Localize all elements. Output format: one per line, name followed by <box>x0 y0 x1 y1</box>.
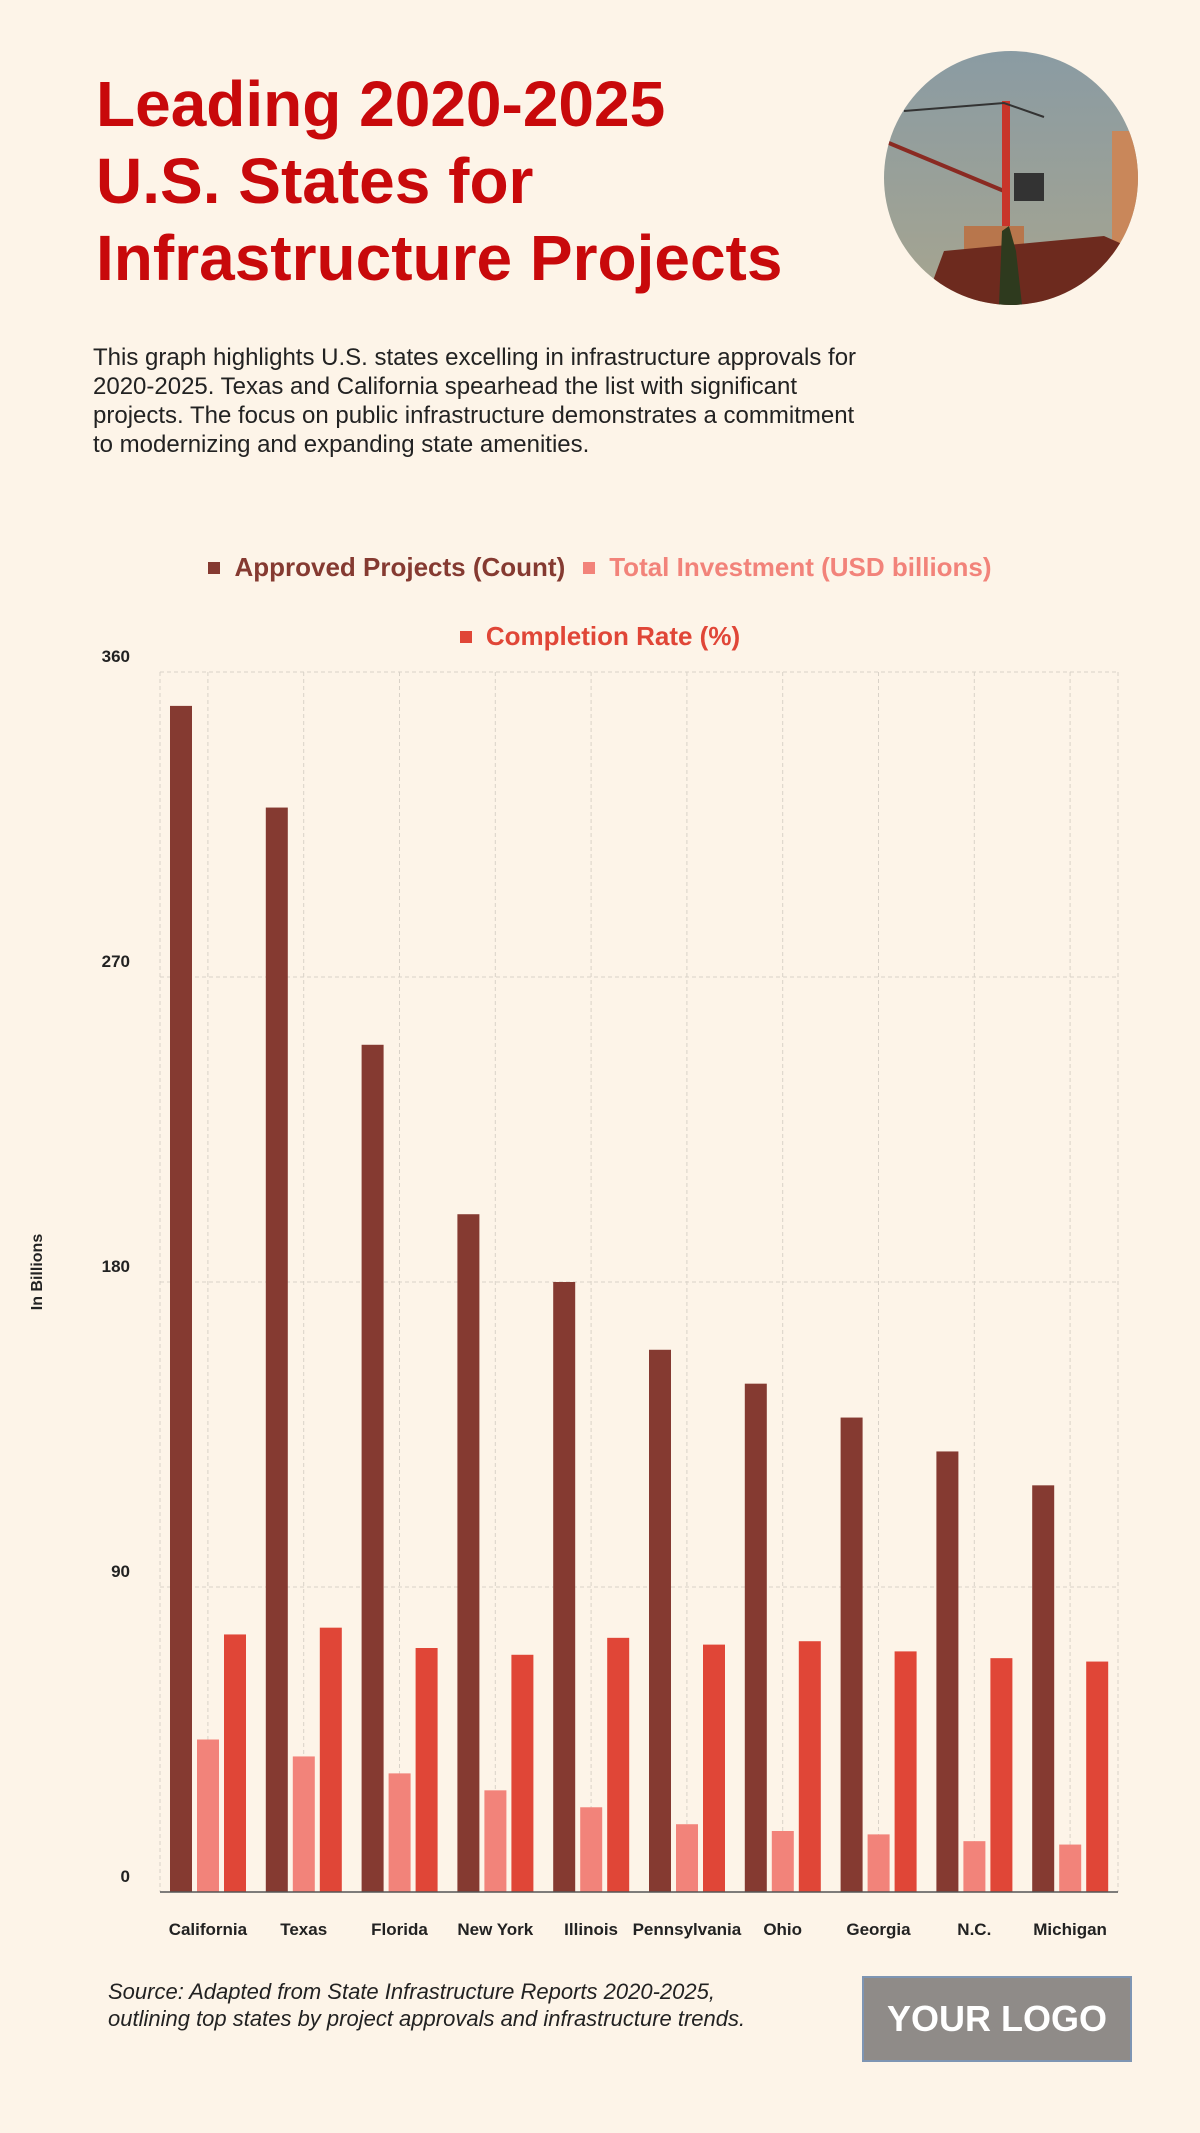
bar-investment <box>197 1739 219 1892</box>
legend: Approved Projects (Count) Total Investme… <box>0 552 1200 583</box>
legend-label: Approved Projects (Count) <box>234 552 566 582</box>
bar-investment <box>292 1756 315 1892</box>
x-tick-label: Texas <box>280 1920 327 1939</box>
title-line: Infrastructure Projects <box>96 222 783 294</box>
title-line: Leading 2020-2025 <box>96 68 666 140</box>
x-tick-label: Illinois <box>564 1920 618 1939</box>
legend-label: Total Investment (USD billions) <box>609 552 992 582</box>
bar-approved <box>1032 1485 1055 1892</box>
bar-completion <box>894 1651 917 1892</box>
x-tick-label: Pennsylvania <box>633 1920 742 1939</box>
x-tick-label: Ohio <box>763 1920 802 1939</box>
x-tick-label: Michigan <box>1033 1920 1107 1939</box>
bar-completion <box>224 1634 246 1892</box>
bar-chart: 0 90 180 270 360 California Texas Florida New Yo… <box>102 647 1119 1939</box>
bar-approved <box>361 1044 384 1892</box>
x-tick-label: California <box>169 1920 248 1939</box>
bar-completion <box>990 1658 1013 1892</box>
legend-item-investment[interactable]: Total Investment (USD billions) <box>583 552 992 583</box>
bar-investment <box>867 1834 890 1892</box>
bar-approved <box>265 807 288 1892</box>
legend-item-completion[interactable]: Completion Rate (%) <box>459 621 741 652</box>
bar-investment <box>388 1773 411 1892</box>
description: This graph highlights U.S. states excell… <box>93 344 857 458</box>
bar-investment <box>771 1831 794 1892</box>
logo-placeholder: YOUR LOGO <box>862 1976 1132 2062</box>
bar-approved <box>649 1349 671 1892</box>
y-tick-label: 270 <box>102 952 130 971</box>
bar-completion <box>319 1627 342 1892</box>
bar-completion <box>415 1648 438 1892</box>
source-note: Source: Adapted from State Infrastructur… <box>108 1979 746 2031</box>
legend-swatch-investment <box>583 561 596 574</box>
bar-approved <box>457 1214 480 1892</box>
y-tick-label: 180 <box>102 1257 130 1276</box>
legend-item-approved[interactable]: Approved Projects (Count) <box>208 552 565 583</box>
bar-investment <box>580 1807 603 1892</box>
legend-swatch-approved <box>208 561 221 574</box>
bar-completion <box>703 1644 725 1892</box>
bar-investment <box>676 1824 698 1892</box>
bar-approved <box>840 1417 863 1892</box>
y-tick-label: 90 <box>111 1562 130 1581</box>
legend-swatch-completion <box>459 630 472 643</box>
bar-approved <box>170 705 192 1892</box>
bar-approved <box>744 1383 767 1892</box>
bar-investment <box>1059 1844 1082 1892</box>
x-tick-label: Florida <box>371 1920 428 1939</box>
bar-approved <box>936 1451 959 1892</box>
bar-investment <box>963 1841 986 1892</box>
y-tick-label: 360 <box>102 647 130 666</box>
legend-label: Completion Rate (%) <box>485 621 741 651</box>
legend-row-2: Completion Rate (%) <box>0 621 1200 652</box>
x-tick-label: Georgia <box>846 1920 911 1939</box>
construction-crane-photo <box>884 51 1138 305</box>
page-title: Leading 2020-2025 U.S. States for Infras… <box>96 66 896 297</box>
bar-completion <box>607 1637 630 1892</box>
bar-completion <box>511 1654 534 1892</box>
bar-investment <box>484 1790 507 1892</box>
bar-approved <box>553 1282 576 1892</box>
bar-completion <box>1086 1661 1109 1892</box>
y-tick-label: 0 <box>121 1867 130 1886</box>
x-tick-label: N.C. <box>957 1920 991 1939</box>
x-tick-label: New York <box>457 1920 533 1939</box>
bar-completion <box>798 1641 821 1892</box>
title-line: U.S. States for <box>96 145 534 217</box>
